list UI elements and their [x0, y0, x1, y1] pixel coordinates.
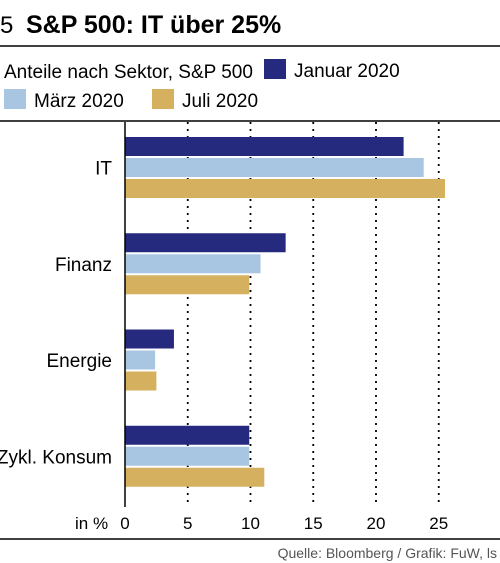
legend: Januar 2020 März 2020 Juli 2020	[4, 59, 400, 112]
chart-number: 5	[0, 12, 13, 39]
bar-energie-series-3	[125, 371, 157, 391]
bar-zykl-konsum-series-1	[125, 425, 250, 445]
x-tick-label-25: 25	[429, 514, 448, 533]
bar-zykl-konsum-series-2	[125, 446, 250, 466]
category-label-4: Zykl. Konsum	[0, 447, 112, 468]
bar-energie-series-2	[125, 350, 156, 370]
bar-zykl-konsum-series-3	[125, 467, 265, 487]
legend-swatch-2	[4, 89, 26, 109]
source-note: Quelle: Bloomberg / Grafik: FuW, ls	[278, 545, 497, 561]
bar-finanz-series-1	[125, 233, 286, 253]
bar-energie-series-1	[125, 329, 174, 349]
x-axis-label: in %	[75, 514, 108, 533]
chart-title: S&P 500: IT über 25%	[26, 11, 281, 39]
legend-swatch-3	[152, 89, 174, 109]
category-label-3: Energie	[47, 351, 113, 372]
bar-finanz-series-2	[125, 254, 261, 274]
x-tick-labels: 0 5 10 15 20 25	[120, 514, 448, 533]
bar-finanz-series-3	[125, 275, 250, 295]
category-labels: IT Finanz Energie Zykl. Konsum	[0, 159, 112, 469]
x-tick-label-15: 15	[304, 514, 323, 533]
x-tick-label-0: 0	[120, 514, 129, 533]
bar-it-series-3	[125, 179, 446, 198]
legend-label-1: Januar 2020	[294, 61, 400, 82]
category-label-1: IT	[95, 159, 112, 180]
bar-it-series-2	[125, 158, 424, 177]
legend-label-2: März 2020	[34, 91, 124, 112]
x-tick-label-10: 10	[241, 514, 260, 533]
legend-label-3: Juli 2020	[182, 91, 258, 112]
x-tick-label-20: 20	[367, 514, 386, 533]
legend-swatch-1	[264, 59, 286, 79]
legend-caption: Anteile nach Sektor, S&P 500	[4, 62, 253, 83]
x-tick-label-5: 5	[183, 514, 192, 533]
bars	[125, 137, 446, 487]
category-label-2: Finanz	[55, 255, 112, 276]
bar-it-series-1	[125, 137, 404, 156]
